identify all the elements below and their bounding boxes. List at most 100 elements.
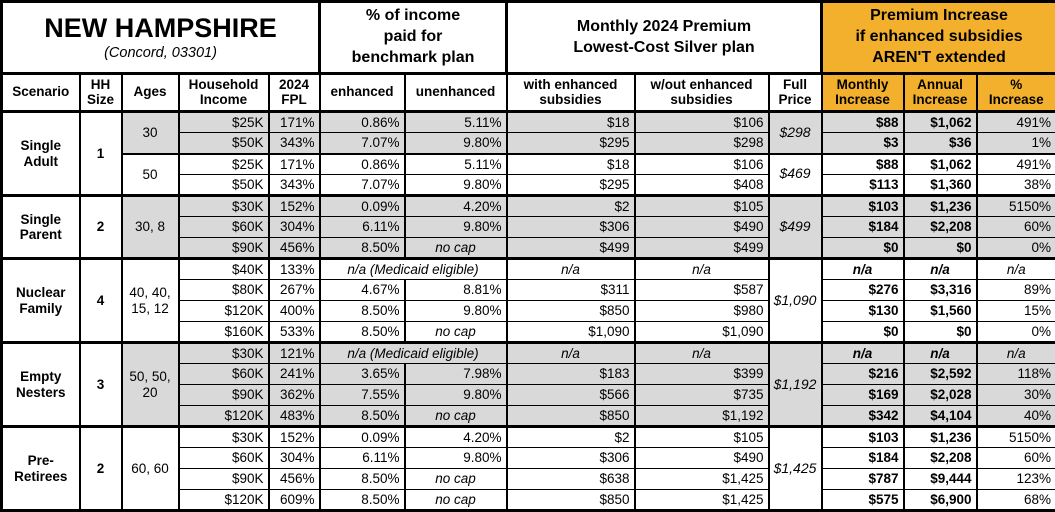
with-subsidies-cell: $295 xyxy=(505,132,636,154)
pct-increase-cell: 5150% xyxy=(975,194,1055,217)
pct-increase-cell: 30% xyxy=(975,384,1055,406)
wout-subsidies-cell: $105 xyxy=(633,425,770,448)
medicaid-note-cell: n/a (Medicaid eligible) xyxy=(318,257,508,280)
wout-subsidies-cell: $735 xyxy=(633,384,770,406)
pct-increase-cell: 5150% xyxy=(975,425,1055,448)
scenario-label: Single Parent xyxy=(0,194,81,259)
annual-increase-cell: $6,900 xyxy=(902,489,978,511)
unenhanced-pct-cell: no cap xyxy=(403,468,508,490)
monthly-increase-cell: $88 xyxy=(820,110,905,133)
with-subsidies-cell: $311 xyxy=(505,279,636,301)
annual-increase-cell: n/a xyxy=(902,257,978,280)
monthly-increase-cell: $276 xyxy=(820,279,905,301)
col-pct-increase: % Increase xyxy=(975,72,1055,113)
pct-increase-cell: 38% xyxy=(975,174,1055,196)
wout-subsidies-cell: $1,192 xyxy=(633,405,770,427)
annual-increase-cell: $0 xyxy=(902,321,978,343)
monthly-increase-cell: $184 xyxy=(820,447,905,469)
with-subsidies-cell: $18 xyxy=(505,152,636,175)
unenhanced-pct-cell: 5.11% xyxy=(403,110,508,133)
monthly-increase-cell: $88 xyxy=(820,152,905,175)
unenhanced-pct-cell: 4.20% xyxy=(403,194,508,217)
income-cell: $30K xyxy=(177,341,270,364)
pct-increase-cell: 118% xyxy=(975,363,1055,385)
table-row: $120K 609% 8.50% no cap $850 $1,425 $575 $6,900… xyxy=(2,489,1055,511)
scenario-label: Empty Nesters xyxy=(0,341,81,427)
income-cell: $90K xyxy=(177,237,270,259)
ages-cell: 50 xyxy=(120,152,180,196)
fpl-cell: 267% xyxy=(267,279,321,301)
monthly-increase-cell: $113 xyxy=(820,174,905,196)
pct-increase-cell: 89% xyxy=(975,279,1055,301)
hh-size-cell: 4 xyxy=(78,257,123,343)
monthly-increase-cell: n/a xyxy=(820,257,905,280)
ages-cell: 40, 40, 15, 12 xyxy=(120,257,180,343)
col-unenhanced: unenhanced xyxy=(403,72,508,113)
unenhanced-pct-cell: no cap xyxy=(403,321,508,343)
table-row: $60K 304% 6.11% 9.80% $306 $490 $184 $2,208 60% xyxy=(2,447,1055,469)
wout-subsidies-cell: $499 xyxy=(633,237,770,259)
with-subsidies-cell: n/a xyxy=(505,341,636,364)
income-cell: $30K xyxy=(177,425,270,448)
table-row: Empty Nesters 3 50, 50, 20 $30K 121% n/a (Med… xyxy=(0,341,1055,427)
enhanced-pct-cell: 6.11% xyxy=(318,216,406,238)
with-subsidies-cell: $1,090 xyxy=(505,321,636,343)
fpl-cell: 362% xyxy=(267,384,321,406)
monthly-increase-cell: $0 xyxy=(820,321,905,343)
income-cell: $90K xyxy=(177,384,270,406)
unenhanced-pct-cell: 9.80% xyxy=(403,300,508,322)
annual-increase-cell: $2,028 xyxy=(902,384,978,406)
table-row: $90K 456% 8.50% no cap $638 $1,425 $787 $9,444 1… xyxy=(2,468,1055,490)
wout-subsidies-cell: $1,425 xyxy=(633,468,770,490)
annual-increase-cell: $9,444 xyxy=(902,468,978,490)
enhanced-pct-cell: 0.86% xyxy=(318,152,406,175)
enhanced-pct-cell: 7.07% xyxy=(318,132,406,154)
col-monthly-increase: Monthly Increase xyxy=(820,72,905,113)
wout-subsidies-cell: $1,090 xyxy=(633,321,770,343)
col-2024-fpl: 2024 FPL xyxy=(267,72,321,113)
with-subsidies-cell: $2 xyxy=(505,425,636,448)
full-price-cell: $1,425 xyxy=(767,425,823,511)
income-cell: $60K xyxy=(177,363,270,385)
ages-cell: 30 xyxy=(120,110,180,154)
annual-increase-cell: $4,104 xyxy=(902,405,978,427)
annual-increase-cell: $1,236 xyxy=(902,194,978,217)
with-subsidies-cell: $638 xyxy=(505,468,636,490)
wout-subsidies-cell: $106 xyxy=(633,152,770,175)
with-subsidies-cell: $850 xyxy=(505,300,636,322)
fpl-cell: 456% xyxy=(267,237,321,259)
monthly-increase-cell: $103 xyxy=(820,194,905,217)
fpl-cell: 241% xyxy=(267,363,321,385)
table-row: $50K 343% 7.07% 9.80% $295 $298 $3 $36 1% xyxy=(2,132,1055,154)
group-header-increase: Premium Increase if enhanced subsidies A… xyxy=(820,0,1055,75)
income-cell: $80K xyxy=(177,279,270,301)
ages-cell: 50, 50, 20 xyxy=(120,341,180,427)
annual-increase-cell: $2,208 xyxy=(902,216,978,238)
enhanced-pct-cell: 8.50% xyxy=(318,237,406,259)
hh-size-cell: 2 xyxy=(78,194,123,259)
unenhanced-pct-cell: no cap xyxy=(403,237,508,259)
unenhanced-pct-cell: 9.80% xyxy=(403,384,508,406)
annual-increase-cell: $1,560 xyxy=(902,300,978,322)
full-price-cell: $469 xyxy=(767,152,823,196)
enhanced-pct-cell: 4.67% xyxy=(318,279,406,301)
wout-subsidies-cell: n/a xyxy=(633,341,770,364)
enhanced-pct-cell: 3.65% xyxy=(318,363,406,385)
pct-increase-cell: 491% xyxy=(975,152,1055,175)
unenhanced-pct-cell: 4.20% xyxy=(403,425,508,448)
unenhanced-pct-cell: 7.98% xyxy=(403,363,508,385)
pct-increase-cell: 0% xyxy=(975,321,1055,343)
fpl-cell: 456% xyxy=(267,468,321,490)
table-row: $50K 343% 7.07% 9.80% $295 $408 $113 $1,360 38% xyxy=(2,174,1055,196)
hh-size-cell: 1 xyxy=(78,110,123,196)
table-title-box: NEW HAMPSHIRE (Concord, 03301) xyxy=(0,0,321,75)
income-cell: $50K xyxy=(177,174,270,196)
unenhanced-pct-cell: 9.80% xyxy=(403,132,508,154)
wout-subsidies-cell: $408 xyxy=(633,174,770,196)
ages-cell: 30, 8 xyxy=(120,194,180,259)
income-cell: $40K xyxy=(177,257,270,280)
enhanced-pct-cell: 8.50% xyxy=(318,300,406,322)
income-cell: $60K xyxy=(177,447,270,469)
